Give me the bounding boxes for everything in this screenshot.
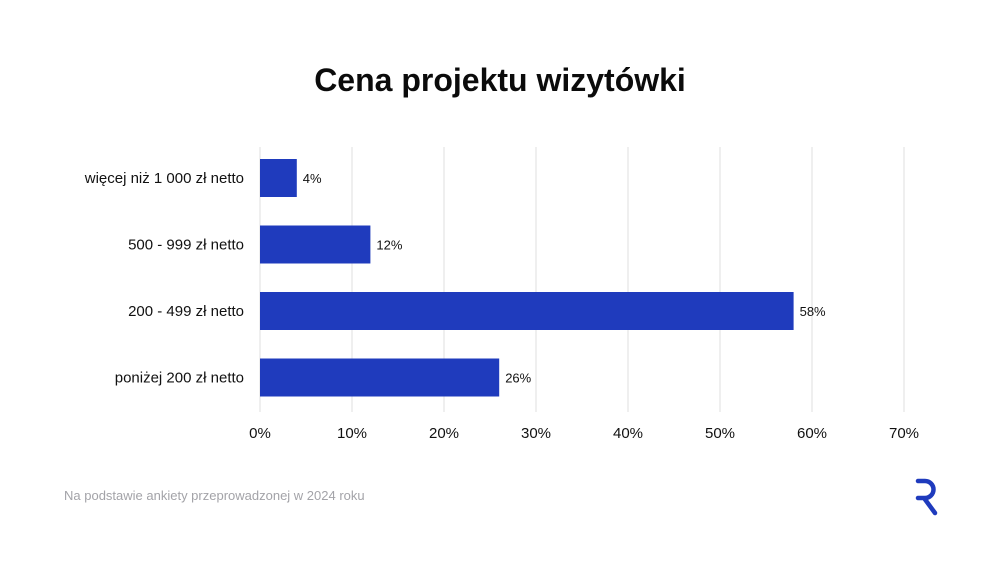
category-label: poniżej 200 zł netto bbox=[115, 370, 244, 387]
x-tick-label: 60% bbox=[797, 425, 827, 442]
bars: 4% 12% 58% 26% bbox=[260, 159, 826, 397]
data-label: 12% bbox=[376, 238, 402, 253]
category-label: 200 - 499 zł netto bbox=[128, 303, 244, 320]
x-tick-label: 50% bbox=[705, 425, 735, 442]
bar bbox=[260, 358, 500, 397]
data-label: 58% bbox=[800, 304, 826, 319]
x-tick-label: 20% bbox=[429, 425, 459, 442]
category-label: 500 - 999 zł netto bbox=[128, 237, 244, 254]
category-labels: więcej niż 1 000 zł netto 500 - 999 zł ne… bbox=[84, 170, 244, 387]
x-tick-label: 40% bbox=[613, 425, 643, 442]
data-label: 26% bbox=[505, 371, 531, 386]
data-label: 4% bbox=[303, 171, 322, 186]
r-logo-icon bbox=[915, 478, 938, 516]
x-tick-label: 70% bbox=[889, 425, 919, 442]
bar bbox=[260, 225, 371, 264]
category-label: więcej niż 1 000 zł netto bbox=[84, 170, 244, 187]
bar bbox=[260, 292, 794, 330]
chart-title: Cena projektu wizytówki bbox=[314, 62, 686, 98]
x-tick-label: 10% bbox=[337, 425, 367, 442]
bar bbox=[260, 159, 297, 197]
x-tick-label: 0% bbox=[249, 425, 271, 442]
x-tick-labels: 0% 10% 20% 30% 40% 50% 60% 70% bbox=[249, 425, 919, 442]
x-tick-label: 30% bbox=[521, 425, 551, 442]
footnote: Na podstawie ankiety przeprowadzonej w 2… bbox=[64, 488, 365, 503]
